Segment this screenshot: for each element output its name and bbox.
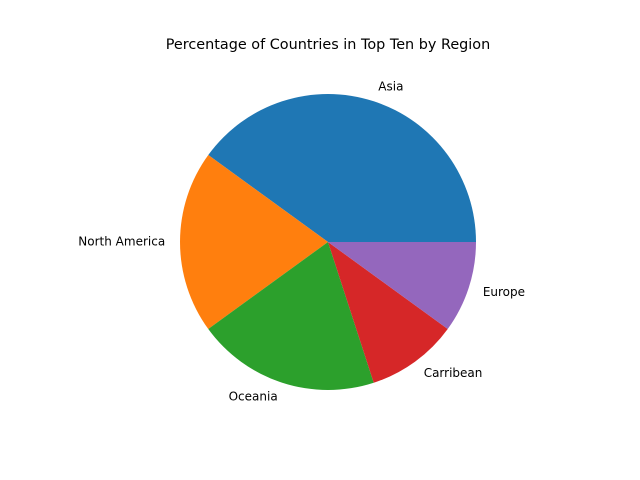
chart-title: Percentage of Countries in Top Ten by Re…	[166, 37, 490, 53]
pie-slice-carribean	[328, 242, 448, 383]
pie-slice-north-america	[180, 155, 328, 329]
pie-slice-asia	[208, 94, 476, 243]
pie-slice-oceania	[208, 242, 374, 391]
pie-labels: Asia North America Oceania Carribean Europe	[78, 80, 525, 404]
pie-label-oceania: Oceania	[229, 389, 278, 403]
pie-label-carribean: Carribean	[424, 366, 483, 380]
pie-label-europe: Europe	[483, 285, 525, 299]
pie-slice-europe	[328, 242, 476, 329]
pie-label-north-america: North America	[78, 235, 165, 249]
pie-slices	[180, 94, 476, 391]
pie-label-asia: Asia	[378, 80, 403, 94]
